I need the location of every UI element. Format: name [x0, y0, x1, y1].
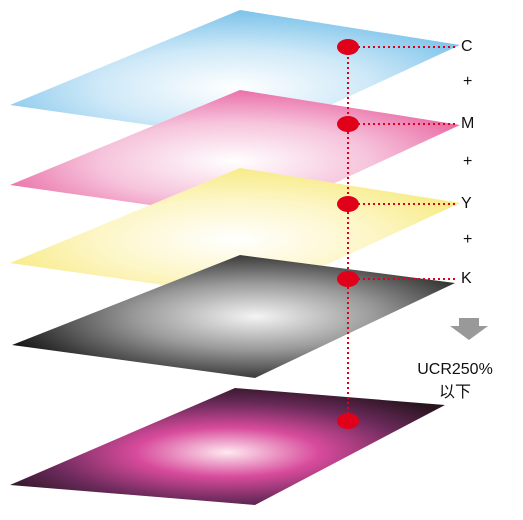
result-note: UCR250%: [417, 361, 493, 378]
operator: +: [463, 231, 472, 248]
result-note: 以下: [439, 384, 471, 401]
marker: [337, 196, 359, 212]
marker: [337, 271, 359, 287]
layer-label: M: [461, 115, 474, 132]
layer-label: C: [461, 38, 473, 55]
cmyk-diagram: C + M + Y + K UCR250% 以下: [0, 0, 523, 520]
operator: +: [463, 73, 472, 90]
layer-label: Y: [461, 195, 472, 212]
marker: [337, 116, 359, 132]
marker: [337, 39, 359, 55]
operator: +: [463, 153, 472, 170]
down-arrow: [450, 318, 488, 340]
layer-black: [12, 255, 455, 378]
layers: [10, 10, 460, 505]
marker: [337, 413, 359, 429]
layer-label: K: [461, 270, 472, 287]
layer-result: [10, 388, 445, 505]
